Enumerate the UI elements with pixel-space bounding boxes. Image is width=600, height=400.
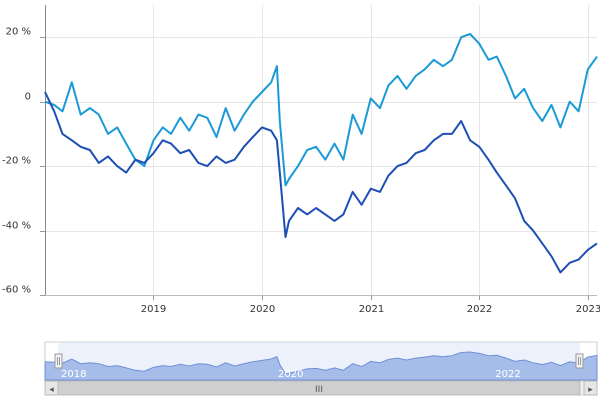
x-tick-label: 2020 bbox=[250, 304, 275, 315]
navigator[interactable]: 2018 2020 2022 bbox=[44, 341, 598, 381]
y-tick-label: -40 % bbox=[2, 221, 31, 232]
x-tick-label: 2019 bbox=[141, 304, 166, 315]
x-tick-label: 2023 bbox=[576, 304, 600, 315]
scrollbar-left-button[interactable] bbox=[44, 380, 59, 396]
series-line-2 bbox=[44, 91, 598, 274]
navigator-tick-label: 2022 bbox=[495, 369, 520, 380]
x-tick-labels: 2019 2020 2021 2022 2023 bbox=[141, 304, 600, 315]
scrollbar-grip: III bbox=[315, 385, 323, 395]
axes bbox=[40, 5, 597, 300]
navigator-tick-label: 2020 bbox=[278, 369, 303, 380]
scrollbar[interactable]: III ◂ ▸ bbox=[44, 380, 598, 396]
x-tick-label: 2022 bbox=[467, 304, 492, 315]
scrollbar-right-arrow-icon: ▸ bbox=[588, 385, 593, 395]
navigator-tick-label: 2018 bbox=[61, 369, 86, 380]
grid bbox=[45, 5, 597, 296]
y-tick-label: 20 % bbox=[6, 27, 31, 38]
scrollbar-left-arrow-icon: ◂ bbox=[49, 385, 54, 395]
scrollbar-right-button[interactable] bbox=[583, 380, 598, 396]
y-tick-labels: -60 % -40 % -20 % 0 20 % bbox=[2, 27, 31, 296]
x-tick-label: 2021 bbox=[359, 304, 384, 315]
series-group bbox=[44, 33, 598, 274]
navigator-right-handle[interactable] bbox=[575, 353, 584, 369]
navigator-left-handle[interactable] bbox=[54, 353, 63, 369]
navigator-area bbox=[44, 351, 598, 381]
y-tick-label: -60 % bbox=[2, 285, 31, 296]
navigator-tick-labels: 2018 2020 2022 bbox=[61, 369, 521, 380]
y-tick-label: -20 % bbox=[2, 156, 31, 167]
series-line-1 bbox=[44, 33, 598, 187]
y-tick-label: 0 bbox=[25, 92, 31, 103]
